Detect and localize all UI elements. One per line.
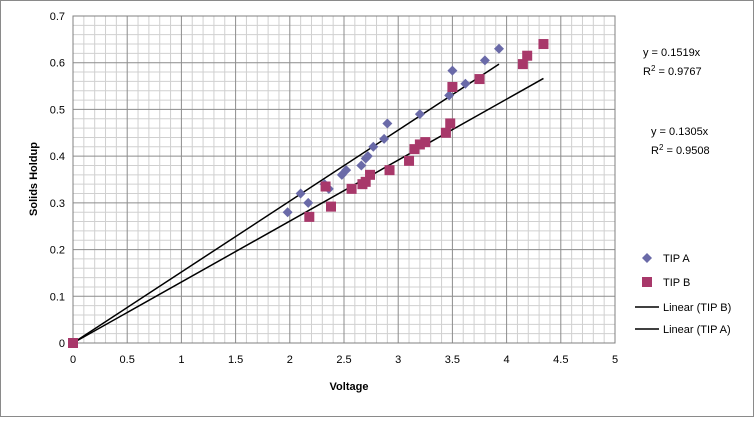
legend-item-tip-a: TIP A — [642, 253, 690, 265]
legend: TIP A TIP B Linear (TIP B) Linear (TIP A… — [635, 253, 731, 336]
point-tip-b — [360, 176, 371, 187]
point-tip-b — [320, 181, 331, 192]
legend-label-linear-tip-b: Linear (TIP B) — [663, 302, 731, 314]
trendline-tip-b — [72, 77, 544, 344]
x-tick-label: 3 — [395, 354, 401, 366]
trendline-tip-a — [72, 63, 500, 344]
x-tick-label: 1 — [178, 354, 184, 366]
point-tip-a — [341, 165, 352, 176]
point-tip-a — [303, 197, 314, 208]
trendlines — [72, 63, 544, 344]
r2-prefix: R — [643, 66, 651, 78]
point-tip-b — [68, 338, 78, 348]
point-tip-b — [522, 50, 533, 61]
legend-square-marker — [642, 277, 652, 287]
x-tick-label: 5 — [612, 354, 618, 366]
legend-label-linear-tip-a: Linear (TIP A) — [663, 324, 731, 336]
y-tick-label: 0 — [59, 338, 65, 350]
y-tick-label: 0.7 — [50, 11, 65, 23]
point-tip-b — [440, 127, 451, 138]
y-tick-label: 0.5 — [50, 104, 65, 116]
point-tip-b — [517, 59, 528, 70]
x-tick-label: 2.5 — [336, 354, 351, 366]
point-tip-b — [409, 144, 420, 155]
r2-exponent: 2 — [651, 64, 656, 73]
legend-item-linear-tip-a: Linear (TIP A) — [635, 324, 731, 336]
point-tip-b — [404, 155, 415, 166]
x-tick-label: 2 — [287, 354, 293, 366]
equation-tip-a: y = 0.1519x R2 = 0.9767 — [643, 47, 702, 78]
point-tip-a — [414, 109, 425, 120]
plot-border — [72, 15, 616, 344]
x-axis-title: Voltage — [330, 381, 369, 393]
y-tick-label: 0.1 — [50, 291, 65, 303]
legend-label-tip-a: TIP A — [663, 253, 690, 265]
data-points — [68, 39, 549, 348]
point-tip-b — [447, 82, 458, 93]
y-tick-label: 0.3 — [50, 198, 65, 210]
r2-prefix: R — [651, 145, 659, 157]
point-tip-b — [384, 165, 395, 176]
major-grid — [73, 16, 615, 343]
point-tip-a — [356, 160, 367, 171]
r2-value: = 0.9508 — [663, 145, 709, 157]
legend-label-tip-b: TIP B — [663, 277, 690, 289]
point-tip-a — [444, 90, 455, 101]
point-tip-a — [494, 43, 505, 54]
r2-value: = 0.9767 — [655, 66, 701, 78]
legend-diamond-marker — [642, 253, 652, 263]
point-tip-a — [282, 207, 293, 218]
y-axis-ticks: 0 0.1 0.2 0.3 0.4 0.5 0.6 0.7 — [50, 11, 65, 350]
x-tick-label: 0 — [70, 354, 76, 366]
point-tip-a — [379, 133, 390, 144]
x-tick-label: 4.5 — [553, 354, 568, 366]
point-tip-a — [362, 151, 373, 162]
point-tip-b — [538, 39, 549, 50]
point-tip-a — [295, 188, 306, 199]
point-tip-b — [304, 211, 315, 222]
equation-tip-b: y = 0.1305x R2 = 0.9508 — [651, 126, 710, 157]
point-tip-b — [325, 201, 336, 212]
point-tip-a — [447, 65, 458, 76]
x-tick-label: 4 — [504, 354, 510, 366]
y-tick-label: 0.2 — [50, 245, 65, 257]
y-tick-label: 0.6 — [50, 58, 65, 70]
point-tip-b — [365, 169, 376, 180]
legend-item-tip-b: TIP B — [642, 277, 690, 289]
point-tip-a — [479, 55, 490, 66]
y-axis-title: Solids Holdup — [28, 142, 40, 216]
legend-item-linear-tip-b: Linear (TIP B) — [635, 302, 731, 314]
point-tip-a — [368, 141, 379, 152]
x-tick-label: 0.5 — [120, 354, 135, 366]
point-tip-b — [420, 137, 431, 148]
equation-tip-b-formula: y = 0.1305x — [651, 126, 709, 138]
point-tip-b — [445, 118, 456, 129]
point-tip-b — [346, 183, 357, 194]
equation-tip-a-formula: y = 0.1519x — [643, 47, 701, 59]
r2-exponent: 2 — [659, 143, 664, 152]
point-tip-a — [460, 78, 471, 89]
x-axis-ticks: 0 0.5 1 1.5 2 2.5 3 3.5 4 4.5 5 — [70, 354, 618, 366]
equation-tip-a-r2: R2 = 0.9767 — [643, 64, 702, 78]
point-tip-a — [382, 118, 393, 129]
equation-tip-b-r2: R2 = 0.9508 — [651, 143, 710, 157]
x-tick-label: 1.5 — [228, 354, 243, 366]
point-tip-b — [474, 74, 485, 85]
point-tip-b — [414, 139, 425, 150]
x-tick-label: 3.5 — [445, 354, 460, 366]
y-tick-label: 0.4 — [50, 151, 65, 163]
